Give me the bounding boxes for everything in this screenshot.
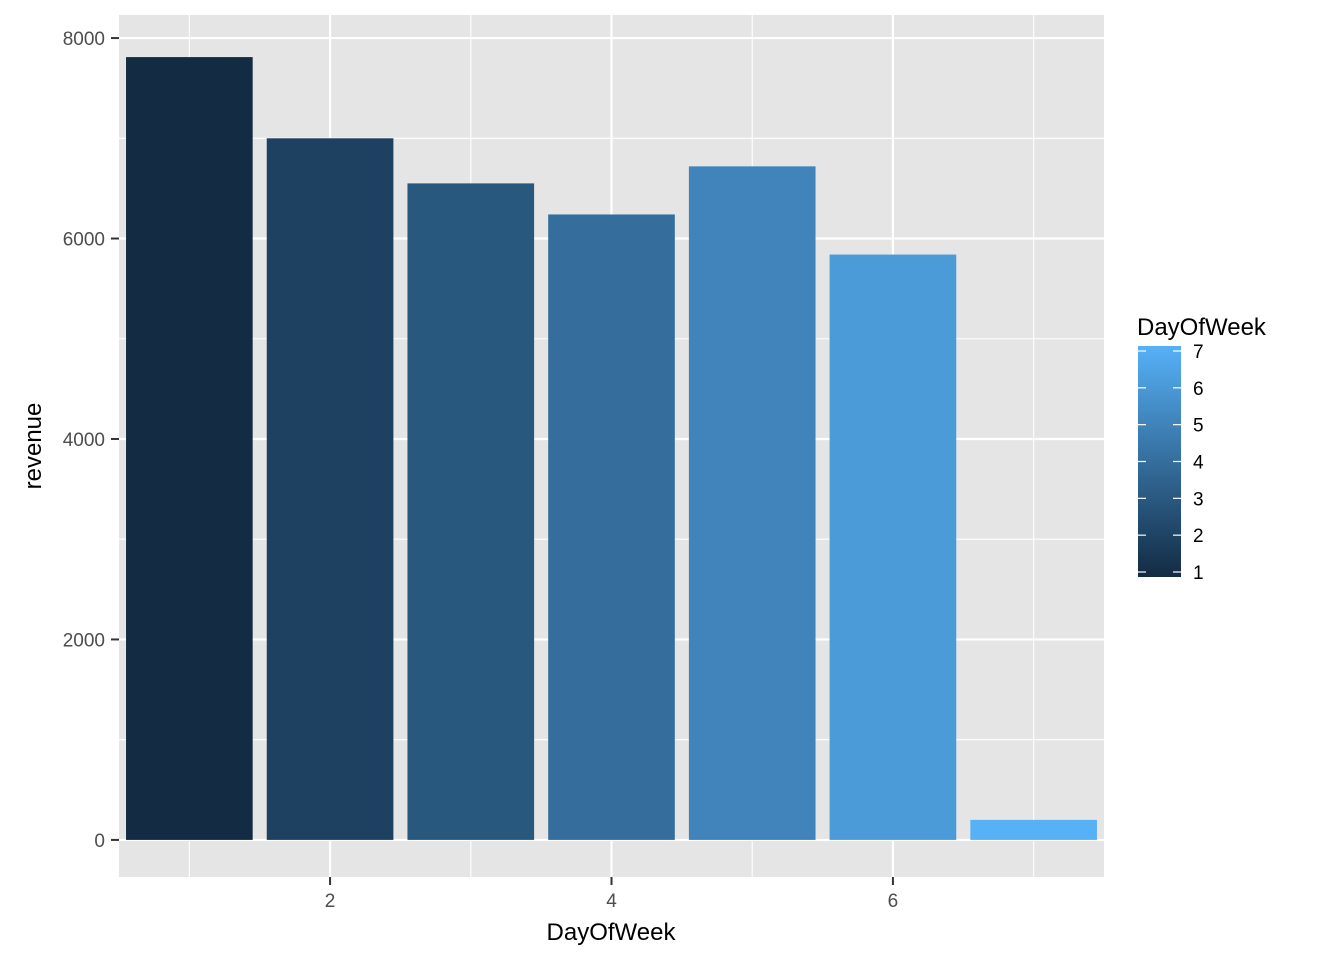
legend-break-label: 6: [1193, 379, 1204, 400]
x-tick-label: 4: [606, 891, 617, 912]
x-axis: 2 4 6: [325, 877, 898, 912]
y-tick-label: 0: [94, 831, 105, 852]
x-tick-label: 2: [325, 891, 336, 912]
y-axis-title: revenue: [20, 403, 47, 490]
y-axis: 0 2000 4000 6000 8000: [63, 29, 119, 852]
bar-day-7: [970, 819, 1097, 840]
bar-day-4: [548, 214, 675, 840]
legend-break-label: 4: [1193, 453, 1204, 474]
legend-title: DayOfWeek: [1137, 314, 1267, 341]
bar-day-1: [126, 57, 253, 840]
x-axis-title: DayOfWeek: [547, 919, 677, 946]
bar-day-3: [407, 183, 535, 840]
legend-break-label: 2: [1193, 526, 1204, 547]
legend-break-label: 1: [1193, 563, 1204, 584]
legend-break-label: 7: [1193, 342, 1204, 363]
y-tick-label: 2000: [63, 630, 105, 651]
y-tick-label: 8000: [63, 29, 105, 50]
bar-day-2: [266, 138, 394, 840]
x-tick-label: 6: [888, 891, 899, 912]
y-tick-label: 4000: [63, 430, 105, 451]
bars: [126, 57, 1097, 840]
legend-break-label: 5: [1193, 416, 1204, 437]
legend-break-label: 3: [1193, 489, 1204, 510]
legend-ticks: 1 2 3 4 5 6 7: [1138, 342, 1204, 584]
legend: DayOfWeek 1 2 3 4 5 6 7: [1137, 314, 1267, 584]
bar-day-6: [829, 254, 957, 840]
bar-day-5: [688, 166, 816, 840]
y-tick-label: 6000: [63, 230, 105, 251]
